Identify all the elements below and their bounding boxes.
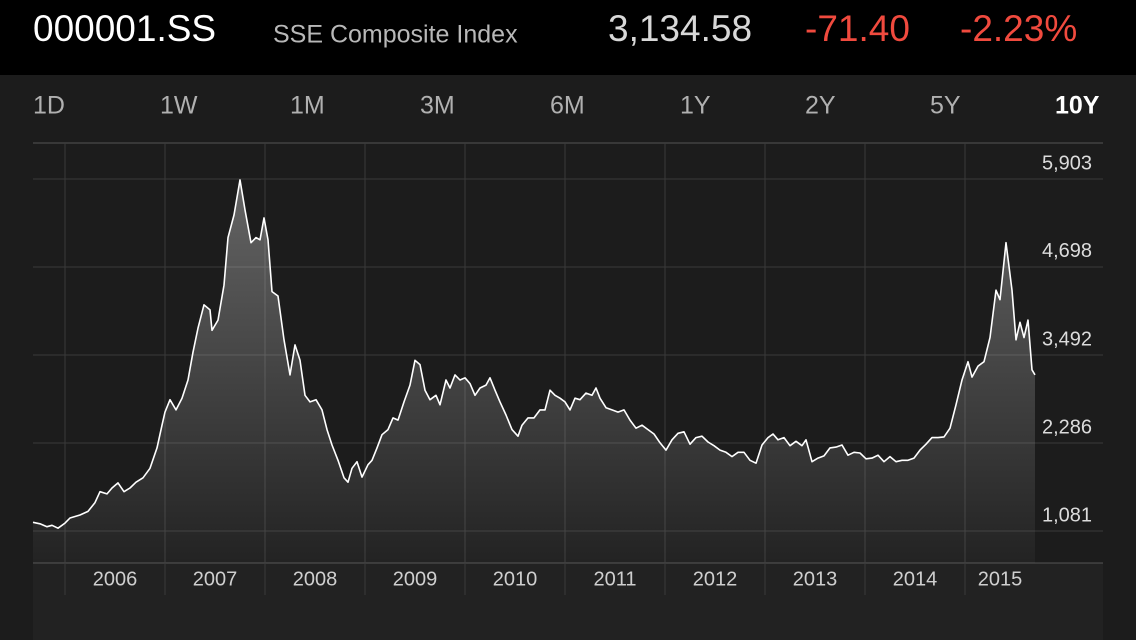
range-tab[interactable]: 1M <box>290 92 325 120</box>
plot <box>32 179 1036 563</box>
area-fill <box>33 179 1035 563</box>
change-percent: -2.23% <box>960 8 1077 49</box>
x-tick-label: 2015 <box>978 568 1023 590</box>
x-tick-label: 2012 <box>693 568 738 590</box>
x-tick-label: 2011 <box>593 568 636 590</box>
x-tick-label: 2010 <box>493 568 538 590</box>
x-tick-label: 2007 <box>193 568 238 590</box>
x-tick-label: 2008 <box>293 568 338 590</box>
range-tab[interactable]: 1D <box>33 92 65 120</box>
x-tick-label: 2006 <box>93 568 138 590</box>
range-tab[interactable]: 3M <box>420 92 455 120</box>
range-tab[interactable]: 10Y <box>1055 92 1100 120</box>
symbol: 000001.SS <box>33 8 216 49</box>
range-tab[interactable]: 2Y <box>805 92 836 120</box>
y-tick-label: 5,903 <box>1042 152 1092 174</box>
x-tick-label: 2009 <box>393 568 438 590</box>
y-tick-label: 2,286 <box>1042 416 1092 438</box>
range-tabs: 1D 1W 1M 3M 6M 1Y 2Y 5Y 10Y <box>33 92 1100 120</box>
header-bar <box>0 0 1136 75</box>
range-tab[interactable]: 6M <box>550 92 585 120</box>
y-tick-label: 1,081 <box>1042 504 1092 526</box>
price: 3,134.58 <box>608 8 752 49</box>
axis-band <box>33 563 1103 640</box>
y-tick-label: 4,698 <box>1042 240 1092 262</box>
range-tab[interactable]: 1Y <box>680 92 711 120</box>
range-tab[interactable]: 1W <box>160 92 198 120</box>
y-tick-label: 3,492 <box>1042 328 1092 350</box>
price-line <box>32 179 1036 529</box>
index-name: SSE Composite Index <box>273 21 518 49</box>
range-tab[interactable]: 5Y <box>930 92 961 120</box>
change: -71.40 <box>805 8 910 49</box>
x-tick-label: 2014 <box>893 568 938 590</box>
x-tick-label: 2013 <box>793 568 838 590</box>
